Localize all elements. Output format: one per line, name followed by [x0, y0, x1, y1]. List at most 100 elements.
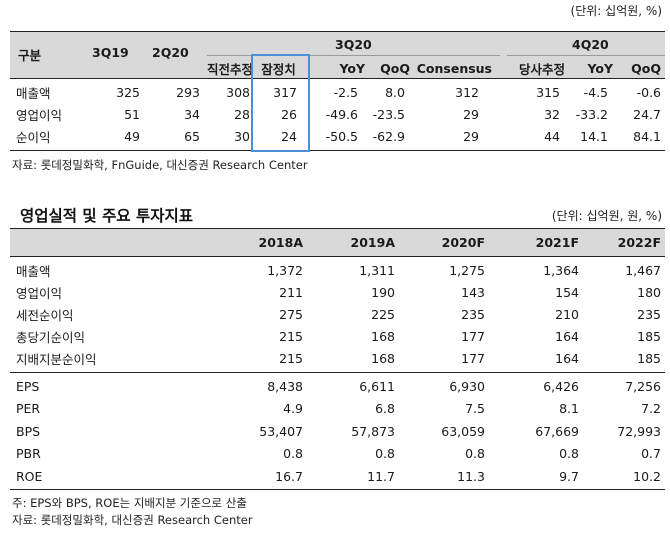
table1-header-3q19: 3Q19 [92, 45, 129, 60]
cell: 6.8 [375, 401, 395, 417]
table1-header-4q20: 4Q20 [572, 37, 609, 52]
row-label: 영업이익 [16, 285, 63, 301]
cell: 315 [536, 84, 560, 100]
cell: 29 [463, 106, 479, 122]
cell: 143 [461, 284, 485, 300]
cell: 190 [371, 284, 395, 300]
row-label: 지배지분순이익 [16, 351, 97, 367]
row-label: 매출액 [16, 263, 51, 279]
cell: 210 [555, 306, 579, 322]
cell: 168 [371, 350, 395, 366]
cell: 1,372 [267, 262, 303, 278]
cell: 65 [184, 128, 200, 144]
cell: 10.2 [633, 468, 661, 484]
cell: 0.8 [375, 446, 395, 462]
cell: 0.8 [283, 446, 303, 462]
table1-header-gubun: 구분 [18, 48, 42, 63]
table2-bottom-rule [10, 489, 665, 490]
cell: -33.2 [575, 106, 608, 122]
cell: 180 [637, 284, 661, 300]
table2-body-b: EPS 8,438 6,611 6,930 6,426 7,256 PER 4.… [10, 375, 665, 488]
cell: 0.8 [465, 446, 485, 462]
cell: 215 [279, 328, 303, 344]
row-label: EPS [16, 378, 40, 394]
cell: 185 [637, 350, 661, 366]
table1-unit: (단위: 십억원, %) [570, 4, 662, 18]
cell: 32 [544, 106, 560, 122]
cell: 34 [184, 106, 200, 122]
cell: -50.5 [325, 128, 358, 144]
cell: 164 [555, 328, 579, 344]
table-row: ROE 16.7 11.7 11.3 9.7 10.2 [10, 465, 665, 488]
row-label: 매출액 [16, 85, 51, 101]
cell: 7,256 [625, 378, 661, 394]
cell: 1,364 [543, 262, 579, 278]
subheader-preliminary: 잠정치 [261, 62, 296, 77]
table-row: 매출액 325 293 308 317 -2.5 8.0 312 315 -4.… [10, 81, 665, 103]
column-header: 2018A [258, 234, 303, 250]
cell: 308 [226, 84, 250, 100]
cell: 44 [544, 128, 560, 144]
preliminary-highlight-box [251, 54, 310, 152]
table1-group-rule-4q20 [507, 55, 665, 56]
cell: -62.9 [372, 128, 405, 144]
row-label: 총당기순이익 [16, 329, 86, 345]
subheader-4q-yoy: YoY [587, 61, 613, 76]
cell: 8,438 [267, 378, 303, 394]
cell: 1,467 [625, 262, 661, 278]
cell: 177 [461, 350, 485, 366]
cell: 235 [637, 306, 661, 322]
cell: 24 [281, 128, 297, 144]
cell: -49.6 [325, 106, 358, 122]
subheader-qoq: QoQ [380, 61, 410, 76]
column-header: 2021F [535, 234, 579, 250]
cell: 317 [273, 84, 297, 100]
cell: 1,275 [449, 262, 485, 278]
table-row: 영업이익 211 190 143 154 180 [10, 281, 665, 303]
table1-subheader: 직전추정 잠정치 YoY QoQ Consensus 당사추정 YoY QoQ [207, 59, 665, 78]
subheader-4q-qoq: QoQ [631, 61, 661, 76]
cell: 168 [371, 328, 395, 344]
cell: 235 [461, 306, 485, 322]
cell: 29 [463, 128, 479, 144]
cell: 53,407 [259, 423, 303, 439]
cell: 9.7 [559, 468, 579, 484]
table1-group-rule-3q20 [207, 55, 500, 56]
cell: -2.5 [333, 84, 358, 100]
cell: 164 [555, 350, 579, 366]
table2-source: 자료: 롯데정밀화학, 대신증권 Research Center [12, 513, 253, 527]
table2-body-a: 매출액 1,372 1,311 1,275 1,364 1,467 영업이익 2… [10, 259, 665, 369]
column-header: 2020F [441, 234, 485, 250]
table2-mid-rule [10, 372, 665, 373]
cell: 51 [124, 106, 140, 122]
subheader-consensus: Consensus [416, 61, 492, 76]
table1-source: 자료: 롯데정밀화학, FnGuide, 대신증권 Research Cente… [12, 158, 308, 172]
table1-top-rule [10, 31, 665, 32]
cell: 6,426 [543, 378, 579, 394]
cell: 6,930 [449, 378, 485, 394]
table-row: 매출액 1,372 1,311 1,275 1,364 1,467 [10, 259, 665, 281]
table1-header-rule [10, 78, 665, 79]
subheader-prev-estimate: 직전추정 [207, 62, 254, 77]
cell: 49 [124, 128, 140, 144]
cell: 11.3 [457, 468, 485, 484]
table1-header-3q20: 3Q20 [335, 37, 372, 52]
column-header: 2019A [350, 234, 395, 250]
cell: 325 [116, 84, 140, 100]
cell: 28 [234, 106, 250, 122]
row-label: BPS [16, 423, 41, 439]
cell: 8.0 [385, 84, 405, 100]
cell: 11.7 [367, 468, 395, 484]
table-row: 총당기순이익 215 168 177 164 185 [10, 325, 665, 347]
row-label: PER [16, 401, 41, 417]
row-label: PBR [16, 446, 41, 462]
cell: 1,311 [359, 262, 395, 278]
cell: 26 [281, 106, 297, 122]
table-row: BPS 53,407 57,873 63,059 67,669 72,993 [10, 420, 665, 443]
table-row: EPS 8,438 6,611 6,930 6,426 7,256 [10, 375, 665, 398]
table-row: 세전순이익 275 225 235 210 235 [10, 303, 665, 325]
cell: 16.7 [275, 468, 303, 484]
cell: 225 [371, 306, 395, 322]
cell: 211 [279, 284, 303, 300]
cell: 4.9 [283, 401, 303, 417]
